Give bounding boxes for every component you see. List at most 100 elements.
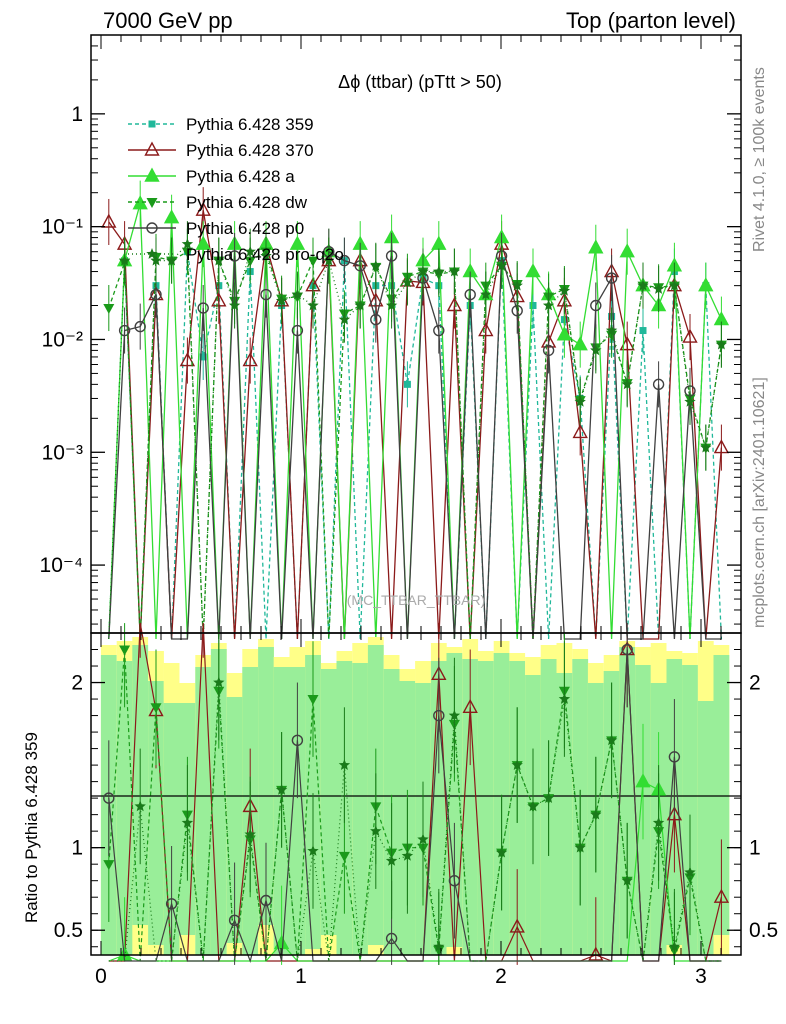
data-point (652, 378, 665, 391)
ratio-point (385, 932, 398, 945)
data-point (403, 380, 411, 388)
uncertainty-band-inner (682, 665, 698, 955)
ratio-point (103, 792, 115, 804)
data-point (228, 299, 241, 311)
ratio-point (338, 759, 351, 770)
data-point (572, 423, 588, 439)
data-point (590, 299, 602, 312)
ratio-point (684, 866, 696, 878)
ratio-point (635, 773, 651, 788)
xtick-label: 3 (695, 965, 707, 988)
ratio-point (448, 709, 461, 721)
ratio-ytick-label-right: 1 (749, 837, 761, 860)
data-point (291, 288, 304, 300)
ratio-point (370, 825, 382, 836)
data-point (619, 243, 635, 258)
data-point (289, 235, 306, 250)
ratio-point (401, 849, 414, 861)
data-point (354, 299, 366, 311)
data-point (260, 288, 272, 301)
watermark: (MC_TTBAR_TTBAR) (347, 592, 485, 608)
ratio-series-4 (108, 624, 722, 965)
uncertainty-band-inner (320, 669, 337, 935)
mcplots-label: mcplots.cern.ch [arXiv:2401.10621] (751, 377, 768, 628)
ratio-point (462, 698, 478, 714)
data-point (181, 238, 194, 249)
data-point (260, 249, 272, 261)
uncertainty-band-inner (195, 667, 212, 955)
data-point (242, 352, 258, 367)
ratio-panel: 0.5 0.5 1 1 2 2 0 1 2 3 Ratio to Pythia 6.428 359 (22, 622, 778, 988)
ratio-point (509, 918, 525, 933)
legend-marker (146, 222, 158, 234)
data-point (275, 294, 288, 306)
data-point (700, 441, 712, 453)
ratio-point (666, 806, 683, 821)
data-point (590, 344, 602, 356)
legend-label: Pythia 6.428 p0 (186, 219, 304, 238)
data-point (668, 279, 681, 291)
xtick-label: 0 (95, 965, 107, 988)
data-point (698, 277, 714, 292)
ratio-point (260, 894, 272, 907)
ratio-point (119, 645, 131, 656)
ratio-point (558, 693, 571, 704)
main-panel: 1 10⁻¹ 10⁻² 10⁻³ 10⁻⁴ Δϕ (ttbar) (pTtt > 50)… (40, 34, 742, 640)
legend-label: Pythia 6.428 pro-q2o (186, 245, 344, 264)
data-point (431, 235, 447, 250)
data-point (195, 201, 211, 216)
legend-label: Pythia 6.428 dw (186, 193, 308, 212)
data-point (558, 284, 571, 296)
data-point (228, 250, 241, 262)
ratio-point (385, 854, 398, 866)
ratio-point (433, 709, 445, 722)
main-ytick-label: 10⁻¹ (42, 216, 83, 239)
data-point (307, 256, 319, 267)
ratio-point (165, 898, 178, 910)
data-point (150, 288, 162, 301)
data-point (542, 344, 555, 357)
ratio-point (307, 845, 319, 856)
data-point (652, 283, 665, 294)
legend-label: Pythia 6.428 a (186, 167, 295, 186)
data-point (163, 209, 180, 224)
data-point (495, 259, 508, 271)
ratio-point (448, 874, 461, 887)
data-point (605, 324, 618, 336)
ratio-ytick-label-right: 2 (749, 672, 761, 695)
uncertainty-band-inner (430, 661, 447, 955)
header-right: Top (parton level) (566, 8, 736, 33)
data-point (323, 254, 335, 266)
data-point (448, 265, 461, 277)
uncertainty-band-inner (289, 667, 306, 955)
ratio-line (108, 649, 722, 963)
series-line (108, 242, 723, 640)
data-point (338, 254, 351, 267)
rivet-label: Rivet 4.1.0, ≥ 100k events (751, 67, 768, 252)
ratio-point (134, 800, 146, 812)
series-4 (108, 228, 722, 640)
data-point (433, 324, 445, 337)
data-point (385, 299, 398, 311)
xtick-label: 2 (495, 965, 507, 988)
data-point (385, 250, 398, 262)
data-point (621, 378, 633, 390)
data-point (307, 299, 319, 311)
data-point (401, 276, 414, 288)
uncertainty-band-inner (697, 701, 714, 955)
ratio-point (307, 695, 319, 706)
data-point (354, 260, 366, 272)
data-point (118, 324, 131, 337)
legend-marker (144, 167, 160, 182)
ratio-point (621, 874, 633, 886)
legend-label: Pythia 6.428 359 (186, 115, 314, 134)
legend-marker (146, 198, 158, 208)
legend-marker (144, 141, 160, 156)
data-point (480, 288, 492, 300)
ratio-point (668, 940, 681, 952)
data-point (118, 254, 131, 266)
uncertainty-band-inner (556, 673, 573, 955)
series-line (108, 250, 722, 640)
ratio-point (291, 734, 304, 747)
